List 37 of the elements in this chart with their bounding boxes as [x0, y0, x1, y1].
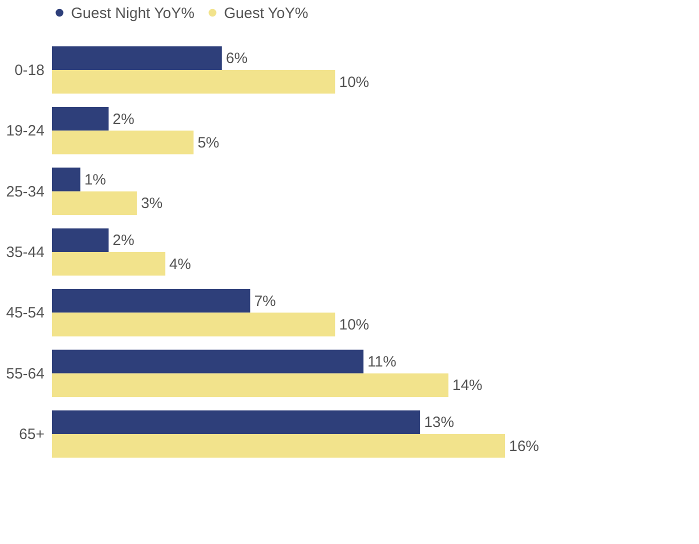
bar [52, 434, 505, 458]
y-tick-label: 35-44 [6, 244, 44, 261]
data-label: 6% [226, 50, 248, 68]
y-tick-label: 55-64 [6, 365, 44, 382]
data-label: 2% [112, 110, 134, 128]
bar [52, 106, 109, 131]
bar [52, 252, 166, 276]
data-label: 10% [339, 74, 370, 91]
bar [52, 350, 364, 374]
data-label: 4% [169, 256, 191, 273]
bar [52, 373, 448, 398]
legend-label: Guest Night YoY% [71, 4, 194, 22]
data-label: 13% [424, 414, 454, 432]
bar [52, 289, 250, 313]
data-label: 3% [140, 195, 163, 212]
bar [52, 130, 194, 154]
y-tick-label: 65+ [19, 426, 45, 444]
data-label: 10% [339, 316, 370, 334]
bar [52, 191, 137, 215]
bar [52, 46, 222, 70]
data-label: 1% [84, 171, 106, 188]
data-label: 14% [452, 377, 482, 394]
bar [52, 410, 420, 434]
bar [52, 168, 80, 192]
y-tick-label: 25-34 [6, 183, 44, 200]
legend-label: Guest YoY% [224, 4, 308, 22]
y-tick-label: 45-54 [6, 304, 44, 322]
data-label: 7% [254, 292, 276, 310]
y-tick-label: 0-18 [14, 62, 44, 79]
data-label: 5% [198, 134, 220, 152]
bar [52, 312, 336, 336]
data-label: 2% [112, 232, 134, 250]
y-tick-label: 19-24 [6, 122, 44, 140]
bar [52, 70, 336, 94]
bar [52, 228, 109, 252]
data-label: 16% [509, 438, 540, 455]
data-label: 11% [367, 354, 396, 371]
